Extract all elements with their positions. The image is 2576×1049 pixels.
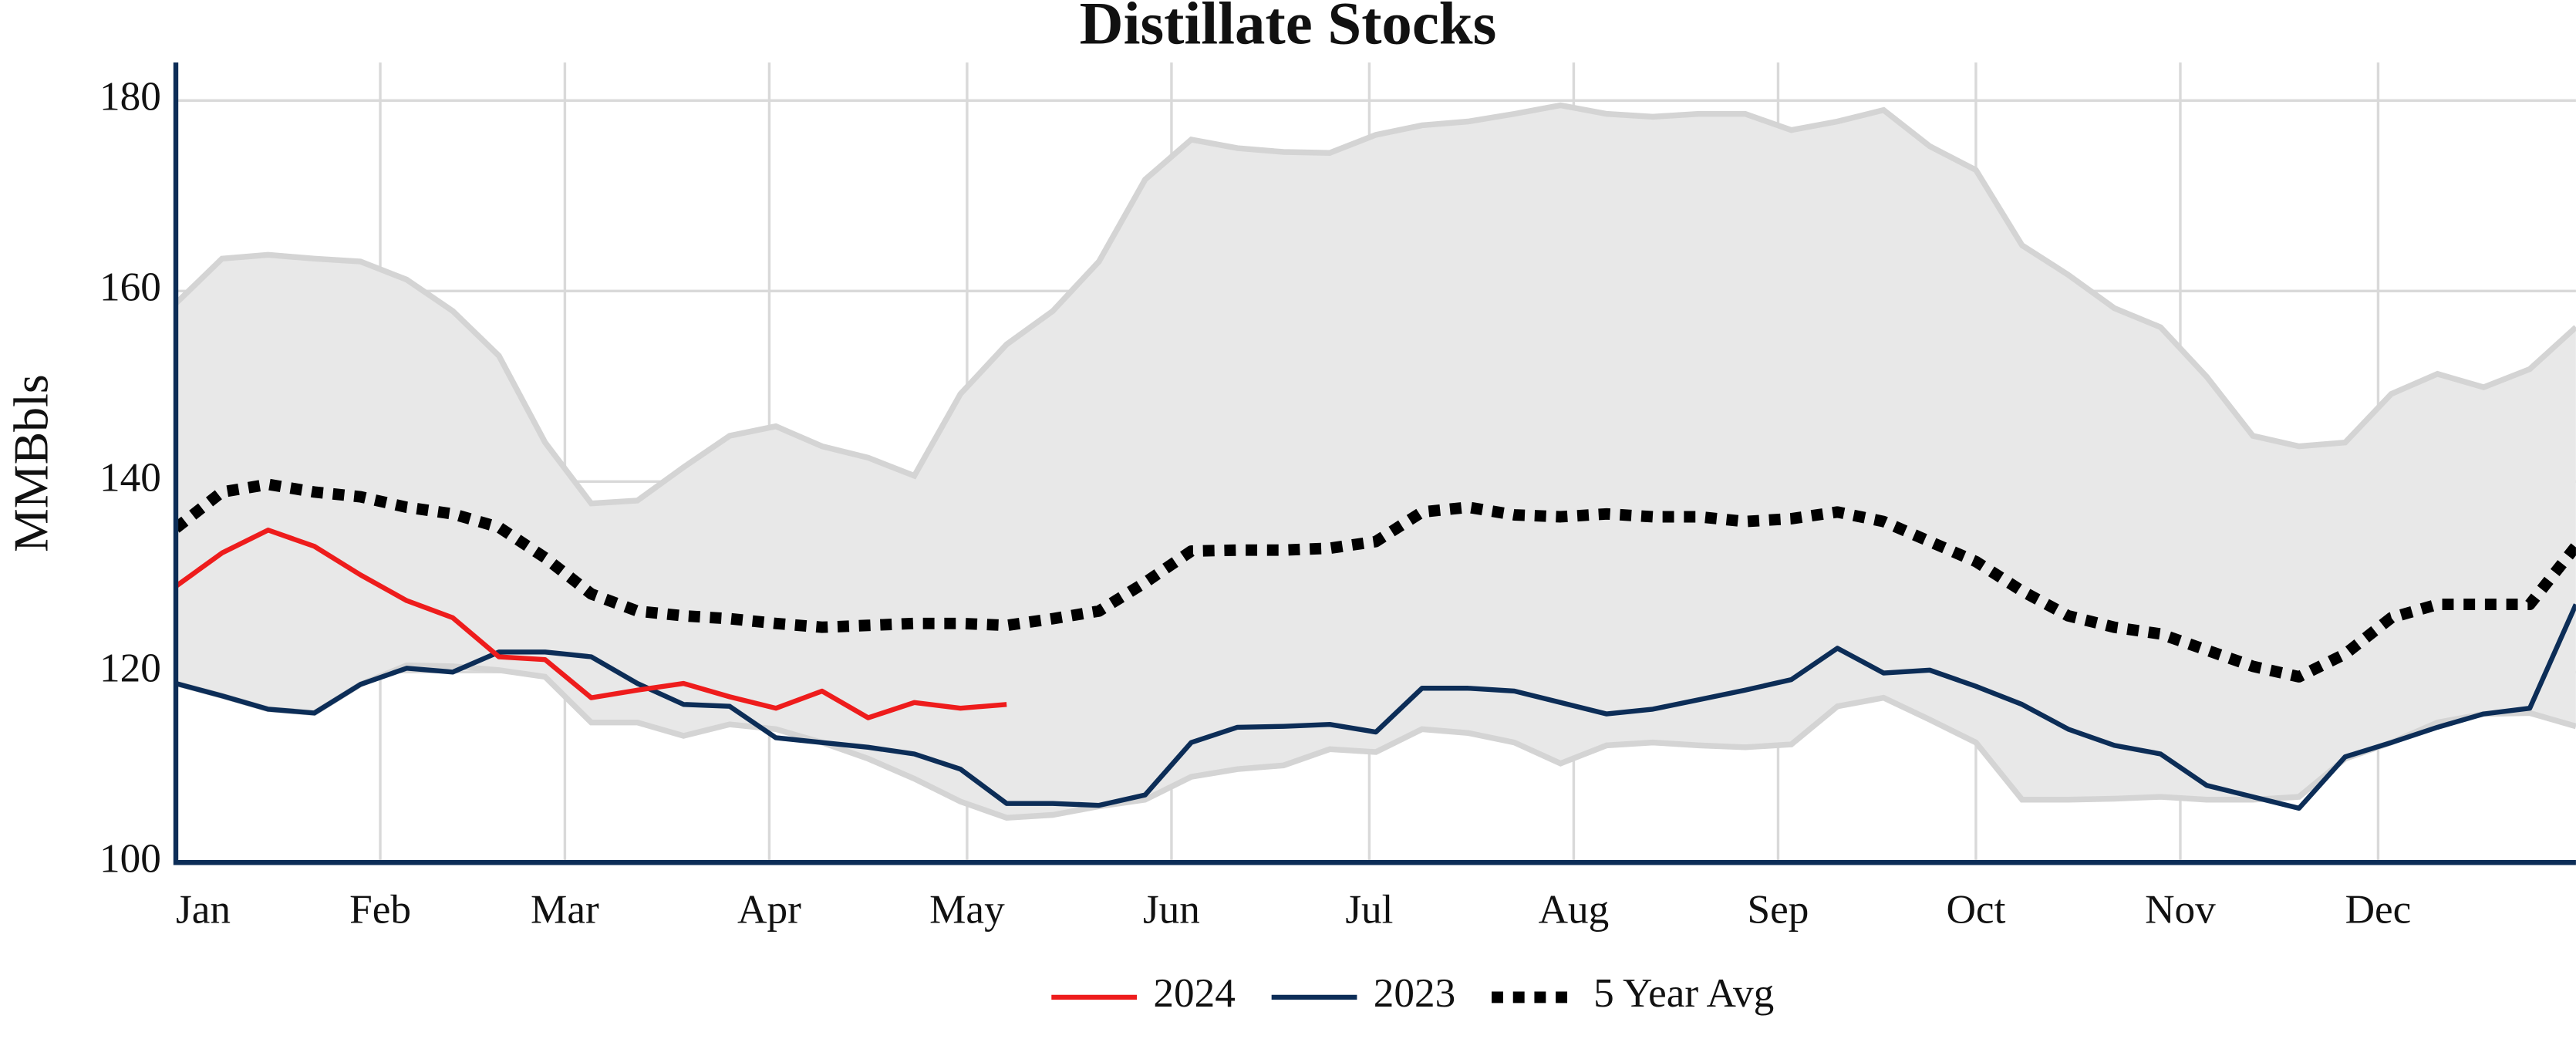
- x-tick-label: Jun: [1143, 886, 1200, 932]
- range-fill: [175, 105, 2576, 818]
- y-axis-label: MMBbls: [4, 374, 59, 552]
- x-tick-label: Aug: [1539, 886, 1610, 932]
- legend-label: 5 Year Avg: [1593, 970, 1774, 1016]
- series-line: [175, 478, 2576, 683]
- legend-item: 5 Year Avg: [1492, 970, 1774, 1016]
- chart-title: Distillate Stocks: [1080, 0, 1497, 57]
- series-line: [175, 528, 1007, 720]
- legend-label: 2024: [1153, 970, 1235, 1016]
- axes: 100 120 140 160 180 Jan Feb Mar Apr May Jun Jul Aug S…: [99, 62, 2576, 932]
- series-line: [175, 603, 2576, 811]
- y-tick-label: 160: [99, 265, 161, 310]
- x-tick-label: Oct: [1946, 886, 2005, 932]
- y-tick-label: 120: [99, 645, 161, 690]
- legend-item: 2024: [1051, 970, 1236, 1016]
- x-tick-label: Nov: [2145, 886, 2216, 932]
- x-tick-label: Jan: [176, 886, 231, 932]
- x-tick-label: Dec: [2345, 886, 2412, 932]
- x-tick-label: Feb: [349, 886, 411, 932]
- x-tick-label: Jul: [1345, 886, 1393, 932]
- x-tick-label: Mar: [531, 886, 599, 932]
- x-tick-label: Sep: [1748, 886, 1809, 932]
- y-tick-label: 140: [99, 455, 161, 501]
- x-tick-label: Apr: [737, 886, 801, 932]
- legend-item: 2023: [1271, 970, 1455, 1016]
- y-tick-label: 100: [99, 835, 161, 881]
- legend: 2024 2023 5 Year Avg: [1051, 970, 1774, 1016]
- range-edge: [175, 102, 2576, 507]
- plot-area: [175, 102, 2576, 821]
- x-tick-label: May: [929, 886, 1005, 932]
- legend-label: 2023: [1374, 970, 1455, 1016]
- y-tick-label: 180: [99, 74, 161, 120]
- range-edge: [175, 662, 2576, 821]
